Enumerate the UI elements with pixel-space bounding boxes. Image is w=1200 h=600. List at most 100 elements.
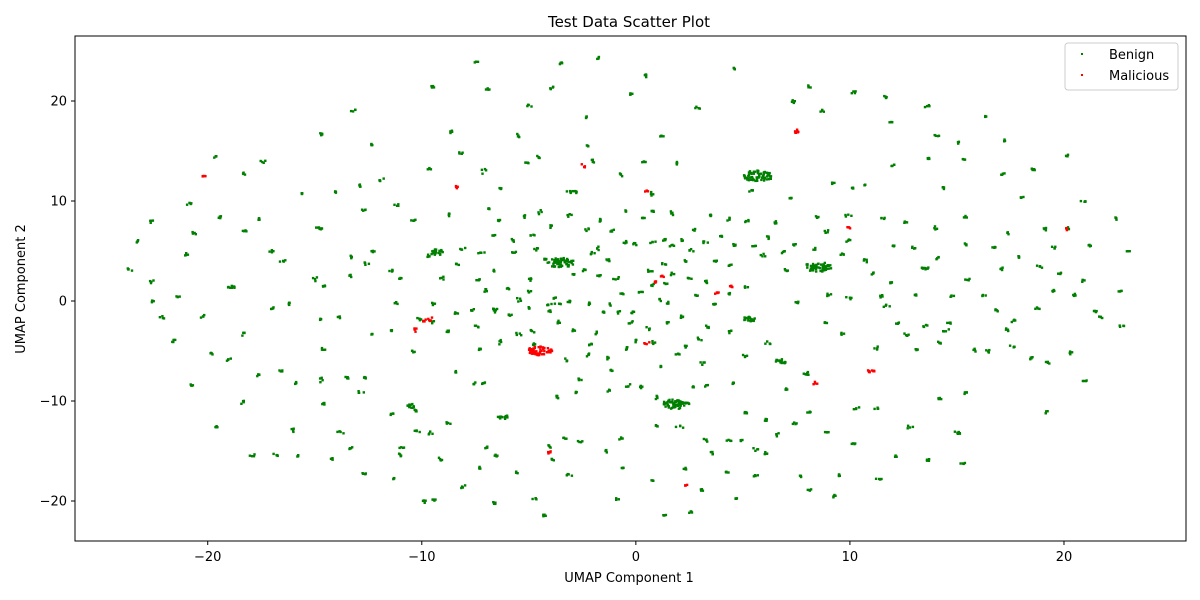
benign-point-1282 — [616, 277, 620, 280]
benign-point-1069 — [618, 438, 621, 441]
benign-point-1948 — [320, 227, 323, 230]
benign-point-1614 — [767, 178, 771, 181]
benign-point-1825 — [673, 401, 676, 404]
benign-point-987 — [569, 300, 572, 303]
benign-point-215 — [257, 217, 261, 220]
benign-point-1497 — [533, 247, 536, 251]
benign-point-521 — [320, 376, 323, 379]
benign-point-295 — [592, 161, 596, 164]
benign-point-1943 — [317, 226, 321, 229]
benign-point-590 — [534, 497, 537, 500]
malicious-point-1 — [203, 174, 206, 178]
benign-point-1015 — [665, 321, 669, 324]
benign-point-113 — [928, 105, 931, 108]
malicious-point-34 — [415, 327, 418, 330]
benign-point-1167 — [550, 224, 553, 227]
benign-point-219 — [278, 260, 282, 263]
benign-point-547 — [389, 412, 393, 416]
benign-point-643 — [725, 471, 728, 474]
benign-point-1866 — [749, 318, 753, 321]
benign-point-910 — [320, 346, 324, 350]
benign-point-1432 — [416, 316, 419, 320]
benign-point-1159 — [511, 251, 514, 254]
benign-point-502 — [241, 334, 244, 337]
benign-point-1311 — [526, 289, 530, 293]
benign-point-271 — [499, 187, 502, 190]
benign-point-970 — [519, 299, 523, 302]
benign-point-299 — [620, 175, 624, 178]
malicious-point-95 — [539, 345, 542, 348]
benign-point-1103 — [625, 347, 628, 351]
malicious-point-134 — [543, 346, 546, 350]
legend-label-benign: Benign — [1109, 48, 1154, 63]
benign-point-99 — [793, 100, 796, 103]
benign-point-1566 — [965, 278, 969, 282]
benign-point-413 — [865, 258, 868, 261]
benign-point-1239 — [786, 269, 789, 272]
benign-point-371 — [962, 216, 966, 219]
benign-point-1715 — [571, 263, 575, 266]
benign-point-1260 — [663, 281, 666, 285]
benign-point-1827 — [666, 403, 669, 406]
benign-point-1283 — [612, 277, 615, 281]
benign-point-1510 — [650, 210, 654, 213]
benign-point-827 — [190, 384, 193, 387]
benign-point-636 — [709, 450, 713, 454]
benign-point-1047 — [639, 385, 642, 389]
benign-point-1893 — [506, 416, 509, 419]
benign-point-771 — [914, 348, 917, 351]
benign-point-1299 — [584, 268, 587, 272]
benign-point-1829 — [668, 401, 672, 404]
malicious-point-96 — [533, 350, 536, 354]
benign-point-175 — [1079, 199, 1083, 203]
x-tick-label-4: 20 — [1056, 550, 1073, 565]
benign-point-604 — [605, 451, 608, 454]
benign-point-1664 — [559, 265, 563, 268]
benign-point-1377 — [805, 373, 808, 376]
benign-point-454 — [950, 294, 953, 297]
benign-point-1812 — [677, 401, 681, 404]
benign-point-1364 — [827, 294, 830, 297]
benign-point-622 — [663, 514, 666, 517]
benign-point-329 — [726, 219, 729, 222]
benign-point-1169 — [584, 228, 587, 231]
benign-point-1070 — [621, 437, 624, 440]
benign-point-786 — [988, 348, 991, 352]
benign-point-1504 — [643, 216, 646, 220]
benign-point-477 — [150, 299, 154, 302]
benign-point-1178 — [624, 239, 628, 243]
benign-point-677 — [850, 442, 853, 446]
benign-point-766 — [904, 334, 908, 337]
benign-point-1802 — [679, 403, 682, 406]
benign-point-1830 — [676, 403, 679, 406]
benign-point-1909 — [565, 190, 569, 193]
benign-point-1626 — [749, 178, 753, 181]
benign-point-478 — [152, 300, 155, 303]
benign-point-1390 — [627, 385, 630, 388]
benign-point-360 — [905, 221, 909, 224]
benign-point-930 — [364, 263, 367, 266]
benign-point-506 — [256, 374, 259, 378]
malicious-point-104 — [537, 353, 541, 357]
benign-point-618 — [650, 479, 653, 482]
benign-point-1254 — [686, 276, 690, 280]
benign-point-1900 — [410, 406, 413, 409]
malicious-point-43 — [716, 291, 719, 295]
benign-point-1135 — [477, 348, 481, 352]
legend-box — [1064, 42, 1179, 91]
benign-point-1422 — [532, 344, 535, 347]
x-axis-label: UMAP Component 1 — [564, 571, 693, 586]
malicious-point-107 — [528, 347, 531, 350]
benign-point-1498 — [535, 249, 538, 252]
benign-point-116 — [888, 121, 891, 124]
x-tick-label-1: −10 — [408, 550, 435, 565]
malicious-point-130 — [549, 351, 552, 354]
benign-point-1703 — [556, 262, 559, 266]
benign-point-897 — [411, 349, 414, 353]
benign-point-1851 — [433, 248, 437, 251]
benign-point-1883 — [503, 417, 507, 420]
benign-point-1768 — [823, 261, 826, 265]
benign-point-1044 — [641, 385, 644, 388]
benign-point-1037 — [676, 352, 680, 356]
benign-point-1333 — [667, 300, 670, 304]
